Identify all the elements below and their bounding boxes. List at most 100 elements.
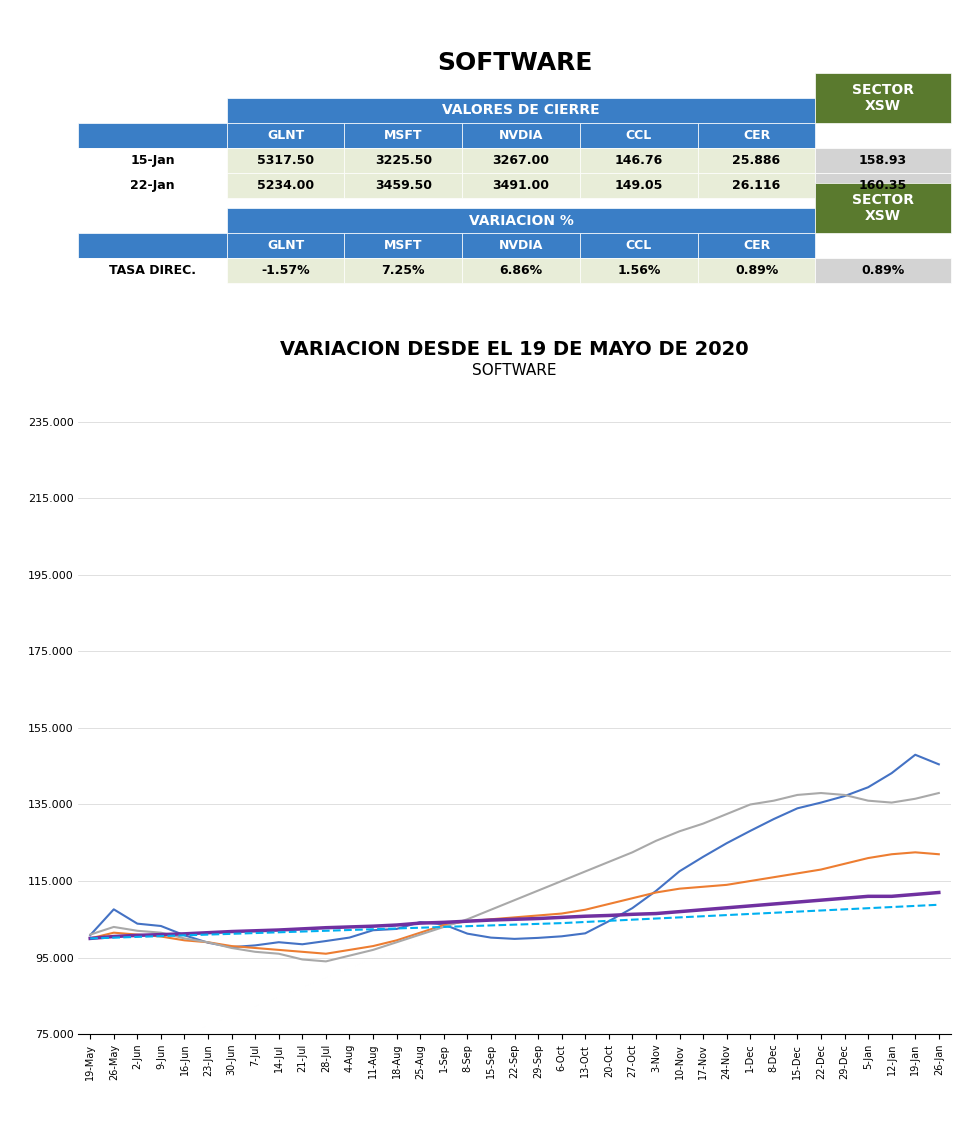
CCL [108, 930, 120, 943]
CER [225, 927, 237, 941]
Text: CCL: CCL [625, 239, 652, 252]
CCL [485, 914, 497, 927]
GLNT [344, 931, 356, 944]
Text: 5234.00: 5234.00 [257, 179, 315, 191]
MSFT [603, 897, 614, 910]
GLNT [933, 758, 945, 771]
FancyBboxPatch shape [580, 173, 698, 198]
FancyBboxPatch shape [78, 98, 226, 123]
CER [650, 912, 662, 925]
FancyBboxPatch shape [226, 259, 344, 283]
Text: SOFTWARE: SOFTWARE [437, 52, 592, 75]
FancyBboxPatch shape [226, 98, 815, 123]
FancyBboxPatch shape [815, 259, 951, 283]
FancyBboxPatch shape [78, 147, 226, 173]
CER [462, 919, 473, 933]
CCL [202, 926, 214, 940]
NVDIA [272, 948, 284, 961]
Text: CER: CER [743, 128, 770, 142]
NVDIA [368, 943, 379, 957]
NVDIA [792, 788, 804, 801]
NVDIA [249, 945, 261, 959]
NVDIA [745, 798, 757, 812]
MSFT [768, 870, 780, 883]
CER [579, 915, 591, 928]
GLNT [202, 936, 214, 950]
FancyBboxPatch shape [78, 173, 226, 198]
NVDIA [768, 794, 780, 807]
NVDIA [886, 796, 898, 809]
MSFT [579, 903, 591, 916]
CCL [462, 915, 473, 928]
CCL [579, 909, 591, 923]
MSFT [697, 880, 709, 894]
Text: 149.05: 149.05 [614, 179, 663, 191]
CCL [556, 910, 567, 924]
GLNT [909, 747, 921, 761]
MSFT [225, 940, 237, 953]
CER [368, 923, 379, 936]
Text: 0.89%: 0.89% [861, 264, 905, 278]
MSFT [272, 943, 284, 957]
FancyBboxPatch shape [698, 173, 815, 198]
MSFT [909, 845, 921, 859]
MSFT [368, 940, 379, 953]
MSFT [249, 941, 261, 954]
FancyBboxPatch shape [698, 147, 815, 173]
GLNT [272, 935, 284, 949]
NVDIA [556, 874, 567, 888]
MSFT [532, 908, 544, 922]
CER [391, 922, 403, 935]
MSFT [462, 915, 473, 928]
CER [603, 914, 614, 927]
Line: NVDIA: NVDIA [90, 794, 939, 961]
Text: 160.35: 160.35 [858, 179, 907, 191]
CER [886, 900, 898, 914]
CCL [862, 889, 874, 903]
NVDIA [202, 935, 214, 949]
Text: 6.86%: 6.86% [500, 264, 543, 278]
NVDIA [626, 845, 638, 859]
GLNT [391, 922, 403, 935]
CER [249, 926, 261, 940]
GLNT [886, 767, 898, 780]
CCL [697, 903, 709, 916]
GLNT [745, 824, 757, 837]
FancyBboxPatch shape [78, 259, 226, 283]
FancyBboxPatch shape [226, 123, 344, 147]
GLNT [178, 928, 190, 942]
Line: CER: CER [90, 905, 939, 939]
FancyBboxPatch shape [226, 147, 344, 173]
Text: 15-Jan: 15-Jan [130, 154, 174, 166]
Text: CCL: CCL [625, 128, 652, 142]
MSFT [485, 913, 497, 926]
FancyBboxPatch shape [344, 173, 463, 198]
MSFT [320, 948, 332, 961]
CCL [745, 899, 757, 913]
CER [320, 924, 332, 937]
MSFT [415, 926, 426, 940]
CCL [509, 913, 520, 926]
GLNT [603, 915, 614, 928]
CER [556, 916, 567, 930]
MSFT [886, 847, 898, 861]
MSFT [297, 945, 309, 959]
MSFT [178, 934, 190, 948]
NVDIA [108, 921, 120, 934]
FancyBboxPatch shape [463, 259, 580, 283]
MSFT [155, 930, 167, 943]
Text: 146.76: 146.76 [614, 154, 662, 166]
MSFT [720, 878, 732, 891]
CCL [391, 918, 403, 932]
Text: 5317.50: 5317.50 [257, 154, 315, 166]
CCL [320, 921, 332, 934]
MSFT [745, 874, 757, 888]
CCL [839, 891, 851, 905]
CER [297, 925, 309, 939]
CER [532, 917, 544, 931]
FancyBboxPatch shape [815, 73, 951, 123]
CER [792, 905, 804, 918]
CER [626, 913, 638, 926]
MSFT [862, 851, 874, 864]
FancyBboxPatch shape [226, 234, 344, 259]
